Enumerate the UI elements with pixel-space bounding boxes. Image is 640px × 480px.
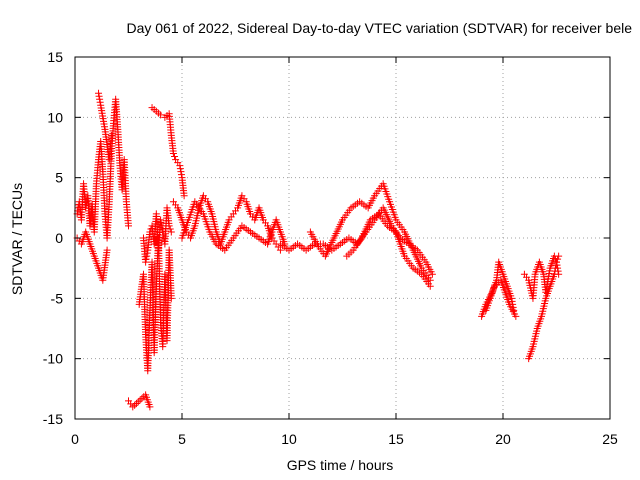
y-tick-label: 5	[55, 170, 63, 186]
x-axis-label: GPS time / hours	[287, 457, 394, 473]
data-point	[95, 89, 103, 97]
y-tick-label: -10	[43, 351, 63, 367]
data-point	[143, 249, 151, 257]
y-axis-label: SDTVAR / TECUs	[9, 183, 25, 295]
data-point	[125, 222, 132, 230]
data-point	[508, 294, 516, 302]
data-point	[138, 394, 146, 402]
chart-title: Day 061 of 2022, Sidereal Day-to-day VTE…	[126, 20, 632, 36]
y-tick-label: 15	[47, 49, 63, 65]
axis-ticks: 0 5 10 15 20 25 -15 -10 -5 0 5 10 15	[43, 49, 618, 447]
data-point	[551, 267, 559, 275]
data-point	[165, 222, 173, 230]
data-point	[95, 92, 103, 100]
y-tick-label: 10	[47, 109, 63, 125]
data-point	[167, 294, 175, 302]
data-point	[83, 198, 91, 206]
data-point	[146, 403, 154, 411]
data-point	[157, 111, 165, 119]
data-point	[134, 398, 142, 406]
data-point	[157, 216, 165, 224]
data-point	[177, 171, 185, 179]
data-points	[73, 89, 563, 411]
data-point	[276, 246, 284, 254]
y-tick-label: 0	[55, 230, 63, 246]
data-point	[131, 401, 139, 409]
data-point	[551, 264, 559, 272]
data-point	[169, 150, 177, 158]
data-point	[107, 131, 115, 139]
data-point	[171, 153, 179, 161]
data-point	[552, 261, 560, 269]
data-point	[166, 225, 174, 233]
data-point	[132, 399, 140, 407]
x-tick-label: 5	[178, 431, 186, 447]
data-point	[143, 252, 151, 260]
data-point	[160, 234, 168, 242]
x-tick-label: 25	[602, 431, 618, 447]
data-point	[96, 95, 104, 103]
data-point	[136, 396, 144, 404]
data-point	[96, 98, 104, 106]
data-point	[177, 168, 185, 176]
y-tick-label: -15	[43, 411, 63, 427]
x-tick-label: 15	[388, 431, 404, 447]
data-point	[553, 258, 560, 266]
data-point	[167, 228, 175, 236]
data-point	[176, 165, 184, 173]
data-point	[142, 258, 150, 266]
data-point	[512, 312, 520, 320]
data-point	[426, 276, 434, 284]
data-point	[176, 162, 184, 170]
data-point	[426, 282, 434, 290]
data-point	[554, 255, 562, 263]
x-tick-label: 0	[71, 431, 79, 447]
data-point	[555, 252, 563, 260]
data-point	[103, 246, 111, 254]
data-point	[428, 270, 436, 278]
x-tick-label: 20	[495, 431, 511, 447]
y-tick-label: -5	[51, 290, 64, 306]
data-point	[142, 255, 150, 263]
x-tick-label: 10	[281, 431, 297, 447]
data-point	[180, 192, 188, 200]
data-point	[550, 270, 558, 278]
